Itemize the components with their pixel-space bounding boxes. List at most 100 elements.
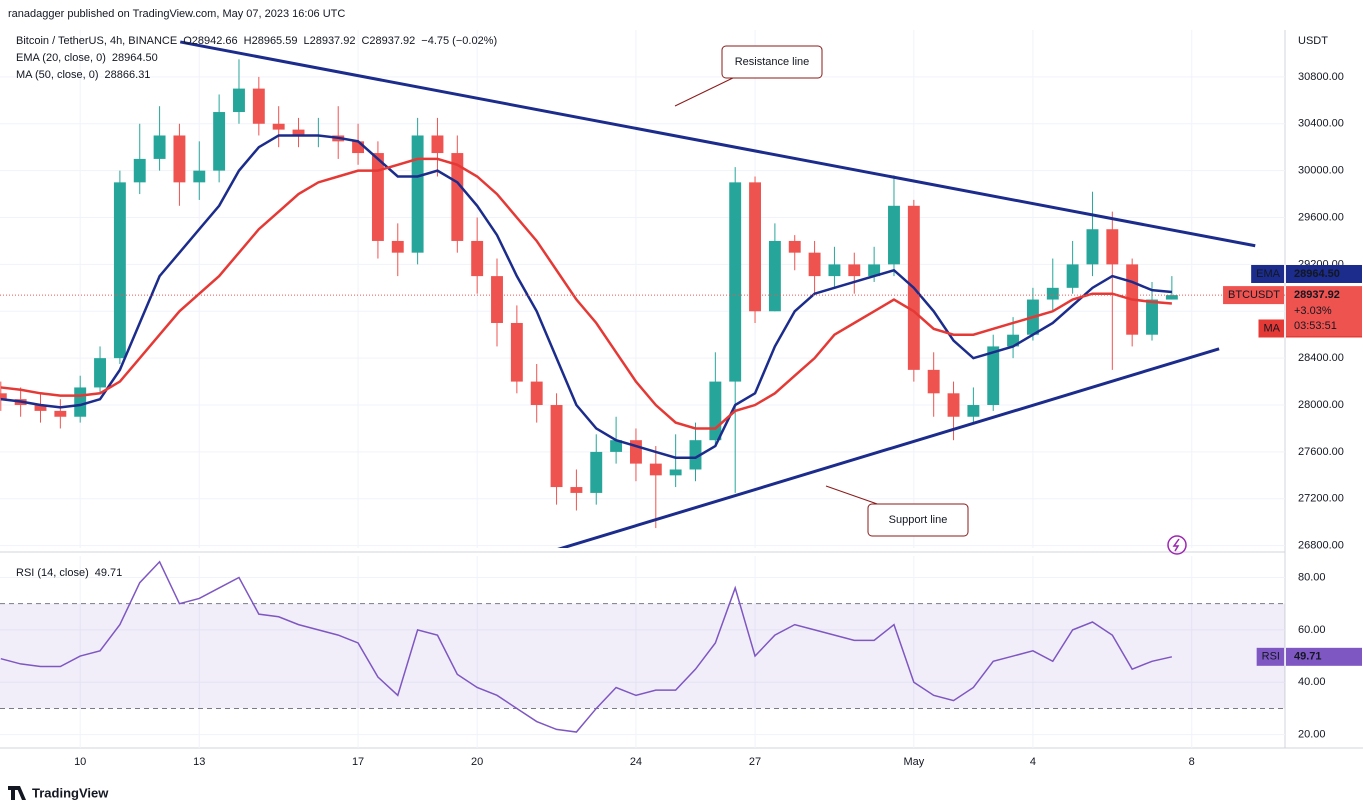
candle-body [828,264,841,277]
candle-body [689,440,702,470]
candle-body [352,141,365,154]
x-tick-label: 24 [630,756,642,768]
y-tick-label: 29600.00 [1298,211,1344,223]
candle-body [947,393,960,417]
ohlc-value: H28965.59 [244,35,298,47]
logo-icon [8,786,26,800]
ma-line [0,157,1172,430]
candle-body [729,182,742,382]
candle-body [749,182,761,312]
x-tick-label: 20 [471,756,483,768]
candle-body [550,405,563,488]
rsi-legend: RSI (14, close) [16,567,89,579]
axis-tag: 28937.92 BTCUSDT +3.03% 03:53:51 [1223,286,1362,337]
rsi-line [0,560,1173,733]
candle-body [848,264,861,277]
x-tick-label: 17 [352,756,364,768]
axis-tag-name-bg [1256,647,1284,666]
axis-tag-name: EMA [1256,268,1281,280]
candle-body [967,405,980,417]
alert-icon[interactable] [1167,535,1187,555]
logo-text: TradingView [32,785,109,800]
y-tick-label: 28400.00 [1298,352,1344,364]
x-tick-label: 8 [1189,756,1195,768]
ohlc-value: −4.75 (−0.02%) [421,35,497,47]
candle-body [213,112,226,171]
y-tick-label: 30000.00 [1298,165,1344,177]
axis-tag-value-bg [1286,647,1362,666]
rsi-legend-value: 49.71 [95,567,123,579]
candle-body [1086,229,1099,265]
published-note: ranadagger published on TradingView.com,… [8,8,345,20]
candle-body [1106,229,1119,265]
candle-body [669,469,682,476]
candle-body [927,369,940,394]
annotation-label: Resistance line [735,56,810,68]
rsi-pane [0,556,1285,748]
candle-body [272,123,285,130]
candle-body [113,182,126,359]
candle-body [173,135,186,183]
candle-body [709,381,722,441]
axis-tag: 49.71 RSI [1256,647,1362,666]
axis-tag-name: BTCUSDT [1228,289,1280,301]
axis-tag-extra: +3.03% [1294,305,1332,317]
candle-body [788,240,801,253]
ohlc-value: C28937.92 [361,35,415,47]
indicator-value: 28866.31 [105,69,151,81]
ohlc-value: O28942.66 [183,35,237,47]
ohlc-value: L28937.92 [303,35,355,47]
axis-tag-name-bg [1251,264,1284,283]
indicator-legend: MA (50, close, 0) [16,69,99,81]
candle-body [649,463,662,476]
axis-tag-name-bg [1258,319,1284,338]
annotation-arrow [674,75,738,107]
candle-body [768,240,781,312]
candle-body [510,322,523,382]
candle-body [808,252,821,277]
candle-body [133,158,146,183]
axis-tag-value: 28937.92 [1294,289,1340,301]
candle-body [34,405,47,411]
axis-tag: 28964.50 EMA [1251,264,1362,283]
y-tick-label: 27600.00 [1298,446,1344,458]
axis-tag-value: 28964.50 [1294,268,1340,280]
candle-body [0,393,7,400]
candle-body [629,440,642,464]
x-tick-label: 4 [1030,756,1036,768]
trendline [179,40,1256,248]
y-tick-label: 30400.00 [1298,118,1344,130]
axis-tag-value-bg [1286,264,1362,283]
axis-unit: USDT [1298,35,1328,47]
candle-body [411,135,424,253]
candle-body [54,410,67,417]
candle-body [1046,287,1059,300]
indicator-legend: EMA (20, close, 0) [16,52,106,64]
overlay: 26800.00 27200.00 27600.00 28000.00 28400.00… [16,35,1362,768]
symbol-legend: Bitcoin / TetherUS, 4h, BINANCE [16,35,177,47]
candle-body [471,240,484,277]
axis-tag-name: MA [1264,322,1281,334]
axis-tag-value-bg [1286,286,1362,337]
candle-body [987,346,1000,406]
trendline [557,347,1220,548]
rsi-tick-label: 40.00 [1298,676,1326,688]
candle-body [74,387,87,417]
candle-body [1165,295,1178,300]
candle-body [570,487,583,493]
candle-body [94,358,106,388]
indicator-value: 28964.50 [112,52,158,64]
annotation-box [721,45,823,79]
candle-body [431,135,444,154]
axis-tag-value: 49.71 [1294,651,1322,663]
candle-body [610,440,623,452]
annotation-arrow [825,485,884,507]
candle-body [888,205,900,265]
rsi-tick-label: 20.00 [1298,729,1326,741]
candle-body [391,240,404,253]
candle-body [451,153,464,241]
ma-line [0,134,1172,460]
candle-body [530,381,543,406]
